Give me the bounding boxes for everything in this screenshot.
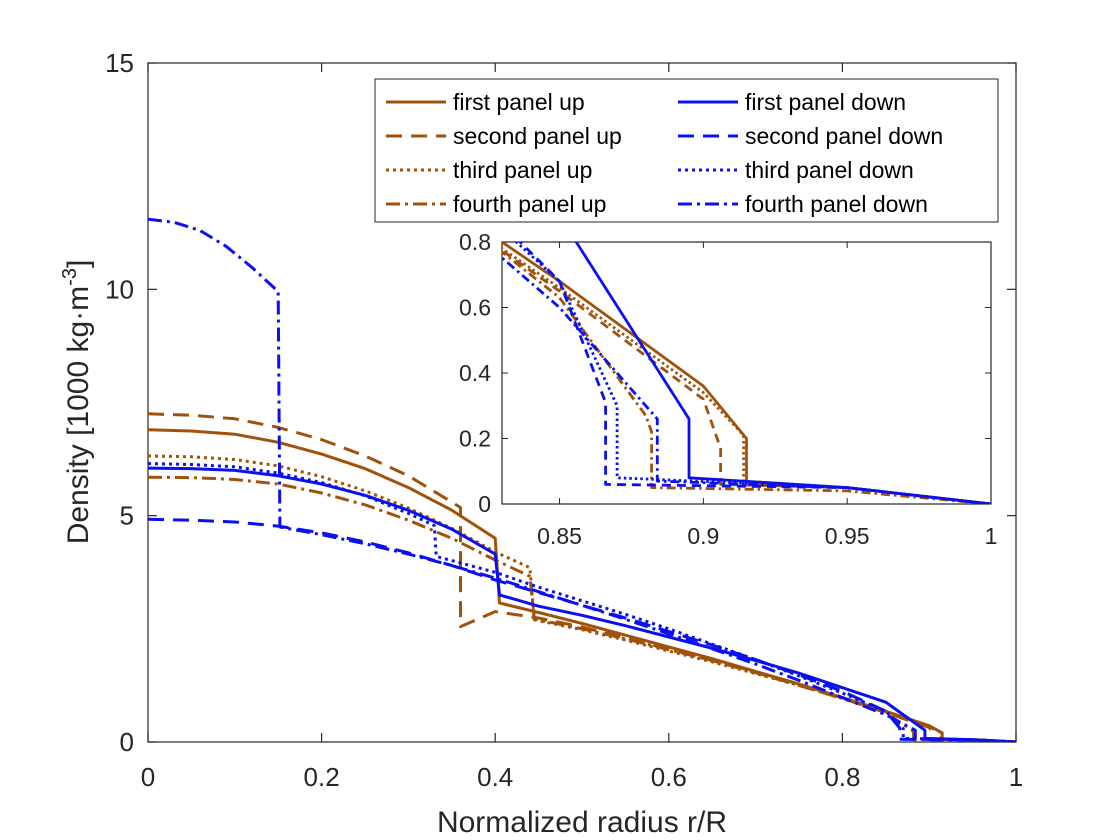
x-tick-label: 0.8 [824, 762, 860, 792]
series-line-first-panel-up [148, 428, 1016, 742]
y-axis-label: Density [1000 kg·m-3] [59, 260, 95, 545]
legend-label-third-panel-down: third panel down [745, 157, 914, 183]
inset-x-tick-label: 0.85 [537, 523, 582, 549]
series-line-first-panel-down [148, 466, 1016, 742]
inset-y-tick-label: 0.4 [459, 360, 491, 386]
legend-label-first-panel-down: first panel down [745, 89, 906, 115]
y-tick-label: 5 [120, 501, 134, 531]
x-tick-label: 0.4 [477, 762, 513, 792]
series-line-fourth-panel-down [148, 217, 1016, 742]
legend: first panel up first panel down second pan… [386, 89, 943, 217]
inset-y-tick-label: 0 [478, 491, 491, 517]
y-tick-label: 10 [105, 274, 134, 304]
inset-y-tick-label: 0.6 [459, 295, 491, 321]
inset-series-line-first-panel-up [502, 242, 991, 504]
inset-series-line-third-panel-up [502, 246, 991, 504]
inset-series-line-third-panel-down [514, 242, 991, 504]
y-axis-label-close: ] [62, 260, 95, 268]
y-tick-label: 15 [105, 48, 134, 78]
x-tick-label: 1 [1009, 762, 1023, 792]
x-axis-label: Normalized radius r/R [437, 806, 727, 839]
y-tick-label: 0 [120, 727, 134, 757]
x-tick-label: 0.2 [304, 762, 340, 792]
inset-series-line-second-panel-up [502, 248, 991, 504]
inset-plot-area [501, 241, 992, 505]
x-tick-label: 0.6 [651, 762, 687, 792]
legend-label-first-panel-up: first panel up [453, 89, 585, 115]
legend-label-fourth-panel-down: fourth panel down [745, 191, 928, 217]
legend-label-fourth-panel-up: fourth panel up [453, 191, 606, 217]
main-series [148, 217, 1016, 742]
inset-x-tick-label: 0.9 [687, 523, 719, 549]
y-axis-label-main: Density [1000 kg·m [62, 286, 95, 544]
inset-x-tick-label: 0.95 [825, 523, 870, 549]
legend-label-second-panel-up: second panel up [453, 123, 622, 149]
inset-ticks: 0.85 0.9 0.95 1 0 0.2 0.4 0.6 0.8 [459, 229, 997, 549]
inset-y-tick-label: 0.8 [459, 229, 491, 255]
legend-label-third-panel-up: third panel up [453, 157, 592, 183]
series-line-second-panel-up [148, 412, 1016, 742]
inset-series-line-first-panel-down [574, 242, 991, 504]
inset-series-line-second-panel-down [518, 242, 991, 504]
legend-label-second-panel-down: second panel down [745, 123, 943, 149]
inset-series [502, 242, 991, 504]
y-axis-label-exponent: -3 [59, 268, 81, 286]
x-tick-label: 0 [141, 762, 155, 792]
inset-y-tick-label: 0.2 [459, 426, 491, 452]
inset-x-tick-label: 1 [985, 523, 998, 549]
